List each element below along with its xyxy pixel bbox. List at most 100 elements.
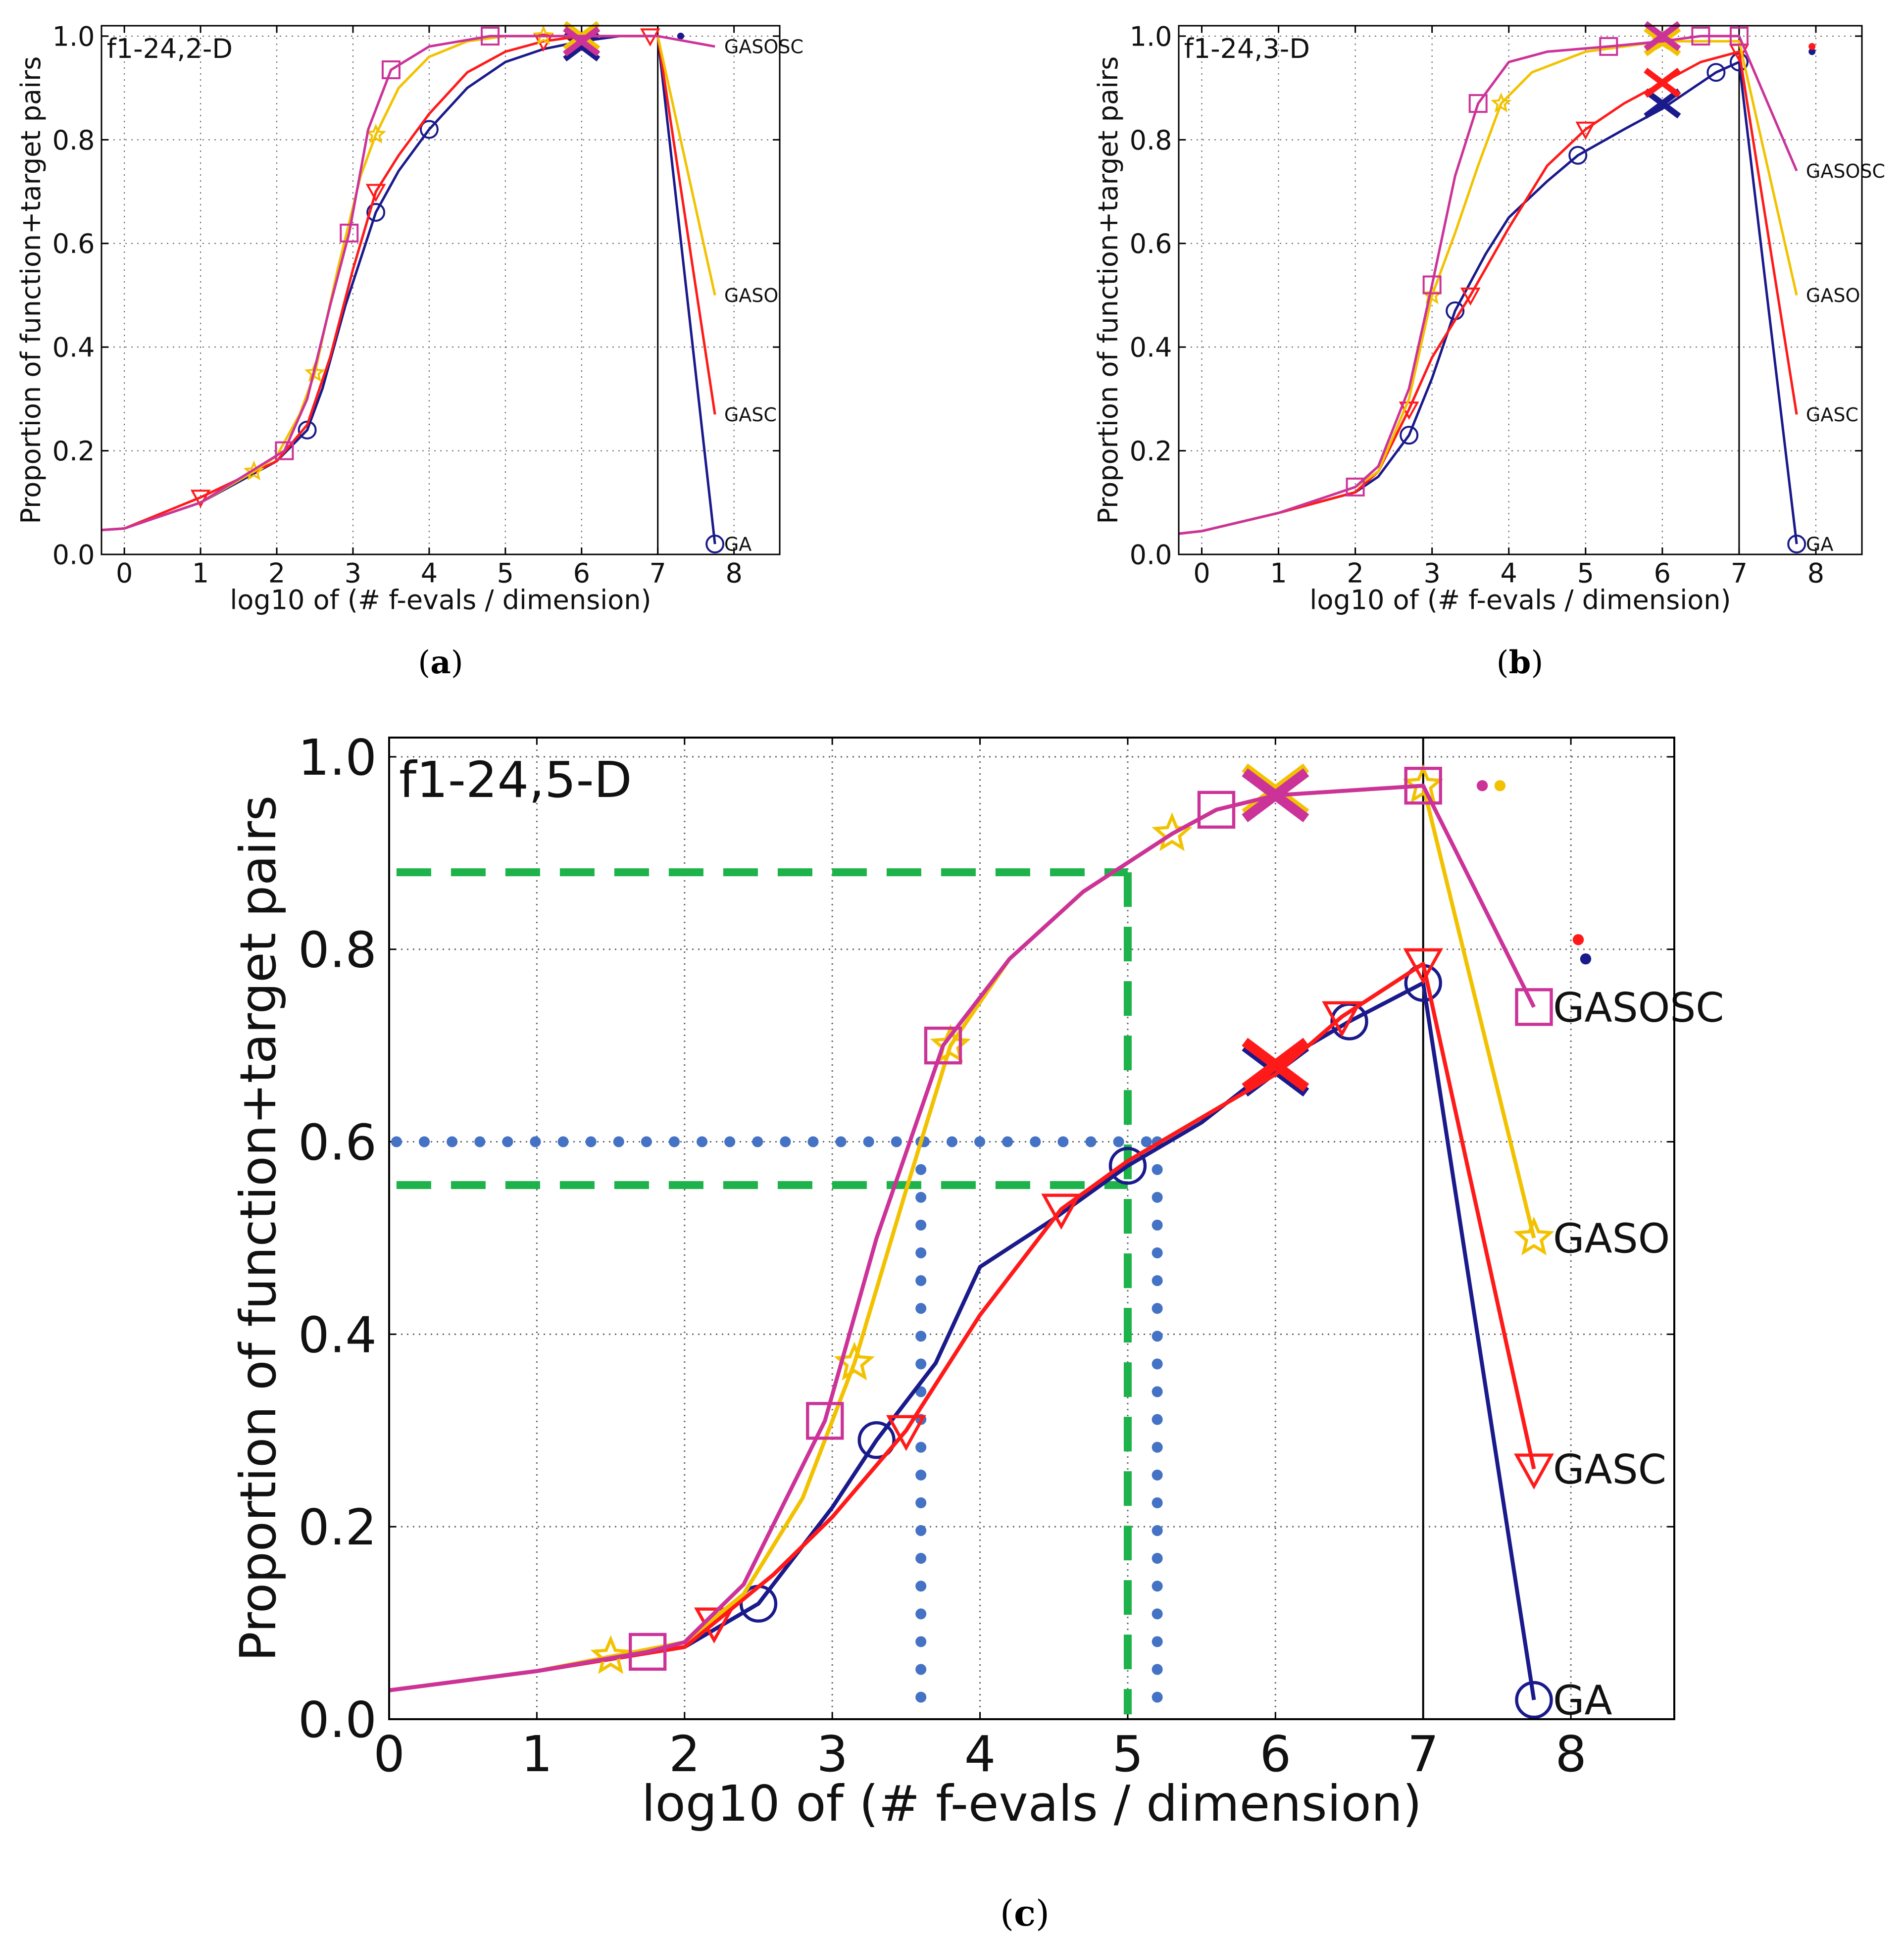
x-tick-label: 1 <box>192 558 209 589</box>
x-tick-label: 8 <box>1807 558 1824 589</box>
x-tick-label: 6 <box>1260 1725 1292 1783</box>
series-label-ga: GA <box>1806 534 1833 555</box>
data-point-gaso <box>1491 92 1512 113</box>
data-point-ga <box>419 120 439 139</box>
panel-b-chart: 0 1 2 3 4 5 6 7 8 0.0 0.2 0.4 0.6 0.8 1.0 GA GASC GASO GAS… <box>1093 21 1885 681</box>
y-tick-label: 0.4 <box>298 1306 377 1364</box>
x-axis-label: log10 of (# f-evals / dimension) <box>230 585 651 616</box>
data-point-gasosc <box>1346 477 1365 496</box>
y-axis-label: Proportion of function+target pairs <box>229 795 287 1662</box>
x-tick-label: 0 <box>1193 558 1210 589</box>
y-tick-label: 0.6 <box>298 1114 377 1172</box>
data-point-gasosc <box>1599 37 1618 56</box>
data-point-ga <box>1108 1146 1147 1185</box>
data-point-gasc <box>1575 121 1596 140</box>
y-tick-label: 0.8 <box>1130 125 1172 156</box>
y-tick-label: 1.0 <box>298 729 377 787</box>
data-point-ga <box>1515 1681 1553 1719</box>
y-tick-label: 0.0 <box>52 539 95 570</box>
caption-label: (a) <box>418 644 463 681</box>
cross-marker <box>1644 88 1681 119</box>
y-tick-label: 0.0 <box>298 1691 377 1749</box>
chart-title: f1-24,2-D <box>107 33 233 64</box>
y-tick-label: 0.6 <box>1130 228 1172 259</box>
series-line-gasosc <box>101 35 715 532</box>
data-point-gasosc <box>1515 988 1553 1026</box>
series-gasosc: GASOSC <box>101 26 803 532</box>
y-tick-label: 0.2 <box>298 1498 377 1556</box>
series-label-gasc: GASC <box>724 404 777 426</box>
series-line-gasc <box>389 961 1536 1692</box>
data-point-ga <box>366 202 386 222</box>
cross-marker <box>1644 21 1681 51</box>
series-label-gaso: GASO <box>1806 285 1860 306</box>
y-tick-label: 0.0 <box>1130 539 1172 570</box>
x-tick-label: 2 <box>1347 558 1363 589</box>
cross-marker <box>1242 1038 1309 1092</box>
panel-a-chart: 0 1 2 3 4 5 6 7 8 0.0 0.2 0.4 0.6 0.8 1.0 GA GASC GASO GAS… <box>15 21 803 681</box>
x-axis-label: log10 of (# f-evals / dimension) <box>1309 585 1731 616</box>
series-line-gasosc <box>389 784 1536 1692</box>
series-line-gasosc <box>1178 35 1798 535</box>
y-tick-label: 0.2 <box>1130 436 1172 467</box>
cross-marker <box>1644 67 1681 98</box>
dot-marker <box>1580 953 1592 965</box>
series-label-gasosc: GASOSC <box>724 36 803 58</box>
data-point-gasosc <box>1404 767 1442 805</box>
y-tick-label: 0.4 <box>52 332 95 363</box>
x-tick-label: 4 <box>964 1725 996 1783</box>
dot-marker <box>1494 780 1506 792</box>
data-point-gasc <box>1322 1001 1362 1038</box>
data-point-gasc <box>1460 287 1481 306</box>
data-point-gaso <box>365 123 387 144</box>
cross-marker <box>563 31 601 62</box>
data-point-ga <box>857 1421 896 1459</box>
data-point-gasosc <box>340 223 359 243</box>
caption-label: (b) <box>1497 644 1544 681</box>
x-tick-label: 8 <box>725 558 742 589</box>
chart-title: f1-24,3-D <box>1184 33 1310 64</box>
data-point-gaso <box>243 460 264 481</box>
data-point-gasc <box>1514 1453 1554 1490</box>
chart-title: f1-24,5-D <box>399 751 632 809</box>
series-gasosc: GASOSC <box>1178 21 1885 535</box>
plot-frame <box>388 737 1675 1720</box>
plot-frame <box>1178 25 1863 555</box>
y-axis-label: Proportion of function+target pairs <box>15 56 47 524</box>
series-gasc: GASC <box>389 934 1666 1692</box>
y-tick-label: 0.4 <box>1130 332 1172 363</box>
data-point-gasc <box>1403 948 1444 985</box>
x-axis-label: log10 of (# f-evals / dimension) <box>642 1775 1422 1833</box>
x-tick-label: 0 <box>116 558 133 589</box>
data-point-gaso <box>590 1635 631 1674</box>
y-tick-label: 0.8 <box>52 125 95 156</box>
series-label-gaso: GASO <box>724 285 778 306</box>
data-point-gaso <box>533 25 554 45</box>
series-line-gasc <box>1178 50 1798 535</box>
data-point-gasosc <box>1468 94 1488 113</box>
y-axis-label: Proportion of function+target pairs <box>1093 56 1124 524</box>
data-point-gasosc <box>1729 26 1749 46</box>
x-tick-label: 3 <box>345 558 361 589</box>
x-tick-label: 8 <box>1555 1725 1587 1783</box>
dot-marker <box>1808 48 1816 55</box>
data-point-gasosc <box>381 60 401 79</box>
series-gasosc: GASOSC <box>389 767 1724 1692</box>
x-tick-label: 1 <box>1270 558 1287 589</box>
data-point-gaso <box>304 362 326 382</box>
dot-marker <box>1476 780 1488 792</box>
x-tick-label: 5 <box>1577 558 1594 589</box>
caption-label: (c) <box>1000 1892 1050 1934</box>
series-label-gaso: GASO <box>1553 1215 1670 1262</box>
data-point-gasosc <box>1422 275 1442 295</box>
data-point-ga <box>1568 146 1588 165</box>
x-tick-label: 5 <box>1112 1725 1144 1783</box>
data-point-gasc <box>1041 1193 1082 1230</box>
data-point-ga <box>705 535 725 554</box>
y-tick-label: 0.2 <box>52 436 95 467</box>
cross-marker <box>563 26 601 56</box>
data-point-gasosc <box>628 1633 667 1671</box>
data-point-ga <box>1787 535 1806 554</box>
series-label-ga: GA <box>724 534 752 555</box>
